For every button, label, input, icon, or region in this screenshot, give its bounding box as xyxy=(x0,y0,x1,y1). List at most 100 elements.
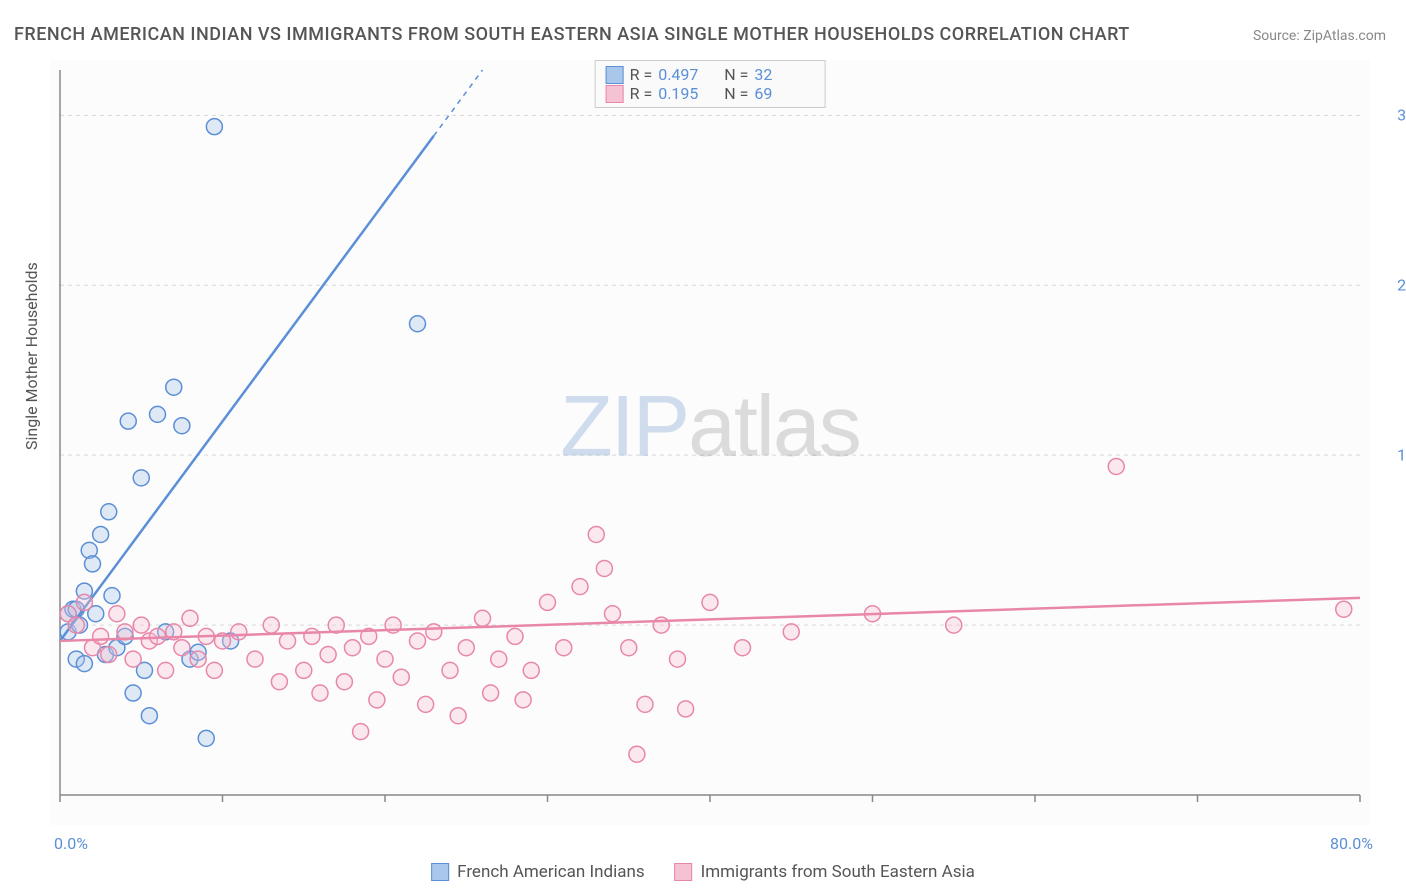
n-value: 32 xyxy=(754,65,814,84)
data-point xyxy=(336,674,352,690)
data-point xyxy=(556,640,572,656)
data-point xyxy=(190,651,206,667)
data-point xyxy=(507,628,523,644)
data-point xyxy=(629,746,645,762)
data-point xyxy=(304,628,320,644)
data-point xyxy=(174,640,190,656)
correlation-legend-row: R =0.497N =32 xyxy=(606,65,815,84)
data-point xyxy=(475,610,491,626)
source-prefix: Source: xyxy=(1253,28,1303,44)
data-point xyxy=(101,647,117,663)
correlation-legend: R =0.497N =32R =0.195N =69 xyxy=(595,60,826,108)
data-point xyxy=(133,617,149,633)
plot-area: ZIPatlas R =0.497N =32R =0.195N =69 7.5%… xyxy=(50,60,1370,825)
data-point xyxy=(166,379,182,395)
legend-swatch xyxy=(606,66,624,84)
y-tick-label: 15.0% xyxy=(1397,446,1406,465)
trend-line xyxy=(60,136,434,641)
data-point xyxy=(109,606,125,622)
data-point xyxy=(231,624,247,640)
data-point xyxy=(263,617,279,633)
legend-swatch xyxy=(675,863,693,881)
data-point xyxy=(104,588,120,604)
trend-line-extension xyxy=(434,70,483,136)
data-point xyxy=(946,617,962,633)
data-point xyxy=(206,119,222,135)
series-legend-label: French American Indians xyxy=(457,862,644,882)
n-value: 69 xyxy=(754,84,814,103)
data-point xyxy=(206,662,222,678)
data-point xyxy=(410,633,426,649)
r-label: R = xyxy=(630,84,653,103)
data-point xyxy=(540,594,556,610)
data-point xyxy=(125,651,141,667)
x-tick-label: 0.0% xyxy=(54,834,88,853)
data-point xyxy=(702,594,718,610)
data-point xyxy=(491,651,507,667)
legend-swatch xyxy=(431,863,449,881)
data-point xyxy=(426,624,442,640)
data-point xyxy=(133,470,149,486)
source-link[interactable]: ZipAtlas.com xyxy=(1303,28,1386,44)
series-legend-item: French American Indians xyxy=(431,862,644,882)
series-legend-item: Immigrants from South Eastern Asia xyxy=(675,862,975,882)
y-tick-label: 30.0% xyxy=(1397,106,1406,125)
series-legend-label: Immigrants from South Eastern Asia xyxy=(701,862,975,882)
data-point xyxy=(1108,458,1124,474)
data-point xyxy=(320,647,336,663)
data-point xyxy=(280,633,296,649)
data-point xyxy=(68,617,84,633)
data-point xyxy=(410,316,426,332)
data-point xyxy=(369,692,385,708)
data-point xyxy=(605,606,621,622)
data-point xyxy=(783,624,799,640)
y-axis-label: Single Mother Households xyxy=(22,262,41,450)
legend-swatch xyxy=(606,85,624,103)
scatter-chart xyxy=(50,60,1370,825)
data-point xyxy=(296,662,312,678)
correlation-legend-row: R =0.195N =69 xyxy=(606,84,815,103)
r-value: 0.195 xyxy=(658,84,718,103)
data-point xyxy=(101,504,117,520)
r-label: R = xyxy=(630,65,653,84)
data-point xyxy=(312,685,328,701)
data-point xyxy=(653,617,669,633)
data-point xyxy=(523,662,539,678)
data-point xyxy=(572,579,588,595)
x-tick-label: 80.0% xyxy=(1330,834,1373,853)
data-point xyxy=(377,651,393,667)
n-label: N = xyxy=(724,65,748,84)
data-point xyxy=(182,610,198,626)
data-point xyxy=(93,628,109,644)
y-tick-label: 22.5% xyxy=(1397,276,1406,295)
data-point xyxy=(678,701,694,717)
data-point xyxy=(76,656,92,672)
data-point xyxy=(1336,601,1352,617)
data-point xyxy=(271,674,287,690)
data-point xyxy=(158,662,174,678)
data-point xyxy=(450,708,466,724)
data-point xyxy=(198,730,214,746)
data-point xyxy=(637,696,653,712)
data-point xyxy=(393,669,409,685)
data-point xyxy=(93,526,109,542)
data-point xyxy=(141,708,157,724)
data-point xyxy=(418,696,434,712)
chart-title: FRENCH AMERICAN INDIAN VS IMMIGRANTS FRO… xyxy=(14,24,1130,45)
data-point xyxy=(76,594,92,610)
data-point xyxy=(483,685,499,701)
data-point xyxy=(442,662,458,678)
data-point xyxy=(515,692,531,708)
data-point xyxy=(85,556,101,572)
data-point xyxy=(120,413,136,429)
data-point xyxy=(670,651,686,667)
data-point xyxy=(588,526,604,542)
data-point xyxy=(458,640,474,656)
data-point xyxy=(621,640,637,656)
data-point xyxy=(247,651,263,667)
data-point xyxy=(735,640,751,656)
source-attribution: Source: ZipAtlas.com xyxy=(1253,28,1386,44)
series-legend: French American Indians Immigrants from S… xyxy=(431,862,975,882)
data-point xyxy=(125,685,141,701)
data-point xyxy=(174,418,190,434)
